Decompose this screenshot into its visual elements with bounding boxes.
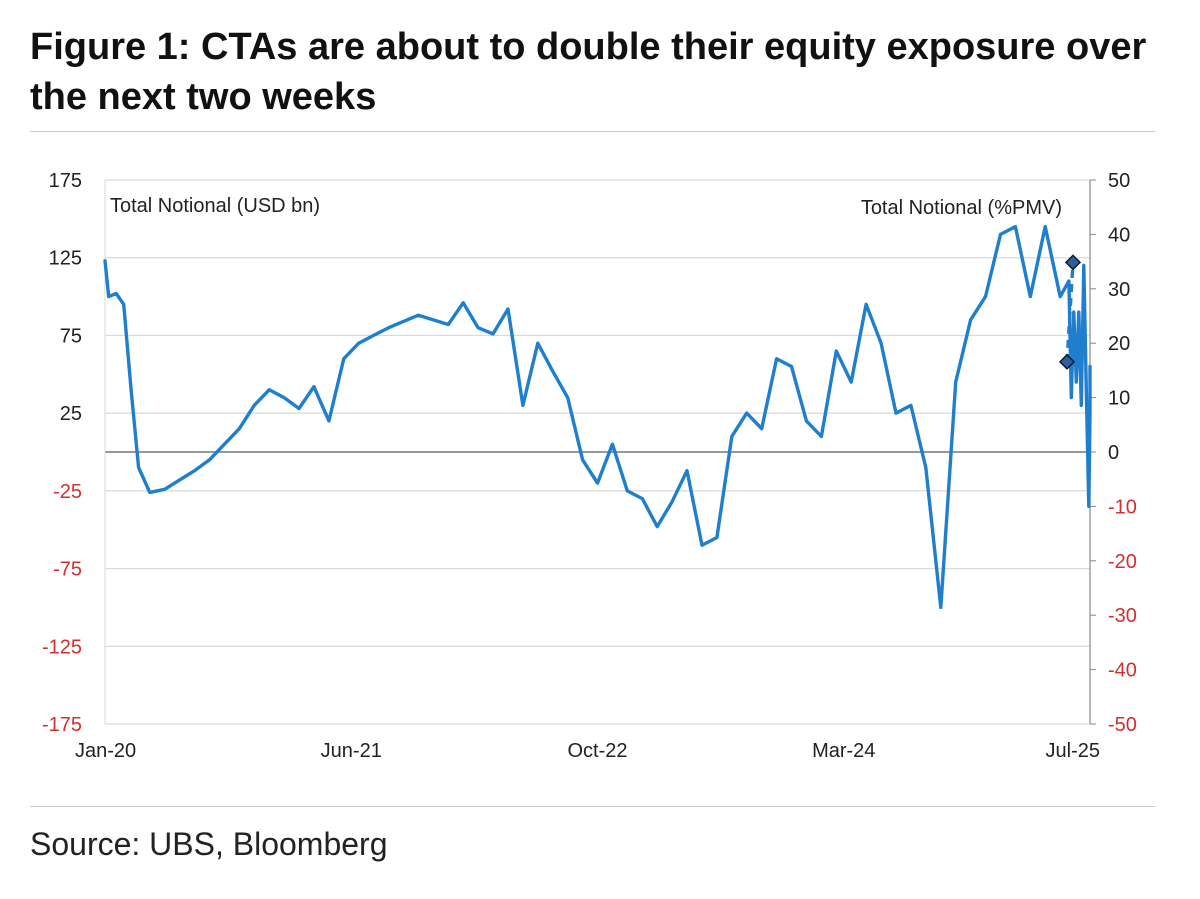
right-tick-label: -30 xyxy=(1108,605,1137,627)
right-axis-label: Total Notional (%PMV) xyxy=(861,197,1062,219)
right-tick-label: 20 xyxy=(1108,333,1130,355)
current-marker xyxy=(1058,353,1076,370)
right-tick-label: 30 xyxy=(1108,279,1130,301)
projection-line xyxy=(1065,262,1075,362)
right-tick-label: 10 xyxy=(1108,388,1130,410)
x-tick-label: Jul-25 xyxy=(1046,740,1100,762)
left-tick-label: 75 xyxy=(60,325,82,347)
left-axis-ticks: 175 125 75 25 -25 -75 -125 -175 xyxy=(42,170,82,736)
left-tick-label: -25 xyxy=(53,481,82,503)
left-axis-label: Total Notional (USD bn) xyxy=(110,195,320,217)
right-tick-label: -40 xyxy=(1108,660,1137,682)
x-tick-label: Oct-22 xyxy=(567,740,627,762)
left-tick-label: 175 xyxy=(49,170,82,192)
line-chart: 175 125 75 25 -25 -75 -125 -175 50 40 30 20 10 0 -10 -… xyxy=(42,170,1137,762)
title-divider xyxy=(30,131,1155,132)
x-tick-label: Mar-24 xyxy=(812,740,875,762)
x-axis-ticks: Jan-20 Jun-21 Oct-22 Mar-24 Jul-25 xyxy=(75,740,1100,762)
right-tick-label: 40 xyxy=(1108,224,1130,246)
left-tick-label: -125 xyxy=(42,636,82,658)
x-tick-label: Jan-20 xyxy=(75,740,136,762)
gridlines xyxy=(104,179,1090,724)
left-tick-label: 25 xyxy=(60,403,82,425)
left-tick-label: -175 xyxy=(42,714,82,736)
source-divider xyxy=(30,806,1155,807)
right-axis-ticks: 50 40 30 20 10 0 -10 -20 -30 -40 -50 xyxy=(1090,170,1137,736)
projected-marker xyxy=(1064,254,1082,271)
series-layer xyxy=(103,224,1092,610)
x-tick-label: Jun-21 xyxy=(321,740,382,762)
source-note: Source: UBS, Bloomberg xyxy=(30,826,388,862)
right-tick-label: 0 xyxy=(1108,442,1119,464)
chart-title: Figure 1: CTAs are about to double their… xyxy=(30,26,1147,118)
left-tick-label: 125 xyxy=(49,248,82,270)
right-tick-label: -50 xyxy=(1108,714,1137,736)
right-tick-label: 50 xyxy=(1108,170,1130,192)
left-tick-label: -75 xyxy=(53,559,82,581)
right-tick-label: -10 xyxy=(1108,496,1137,518)
right-tick-label: -20 xyxy=(1108,551,1137,573)
series-line xyxy=(103,224,1092,610)
